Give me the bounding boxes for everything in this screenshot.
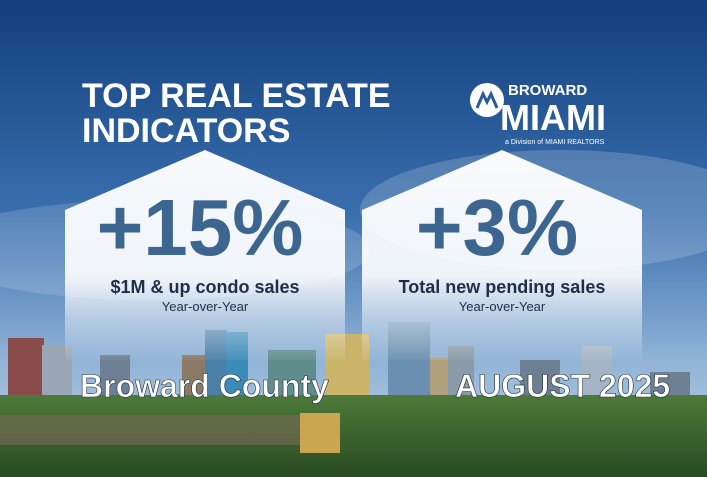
card-period: Year-over-Year [162,299,249,314]
title-line: INDICATORS [82,112,290,150]
logo-mark [475,90,499,109]
logo-top: BROWARD [508,82,587,99]
logo-tagline: a Division of MIAMI REALTORS [505,139,605,146]
card-value: +3% [416,183,578,272]
buildings-low [0,415,300,445]
card-period: Year-over-Year [459,299,546,314]
building [300,413,340,453]
card-value: +15% [97,183,304,272]
title-line: TOP REAL ESTATE [82,77,391,115]
logo: BROWARD MIAMI a Division of MIAMI REALTO… [470,82,606,146]
card-region: AUGUST 2025 [455,368,670,404]
card-region: Broward County [80,368,329,404]
logo-main: MIAMI [500,97,606,138]
card-house [362,150,642,360]
card-label: $1M & up condo sales [110,277,299,297]
card-label: Total new pending sales [399,277,606,297]
card-house [65,150,345,360]
